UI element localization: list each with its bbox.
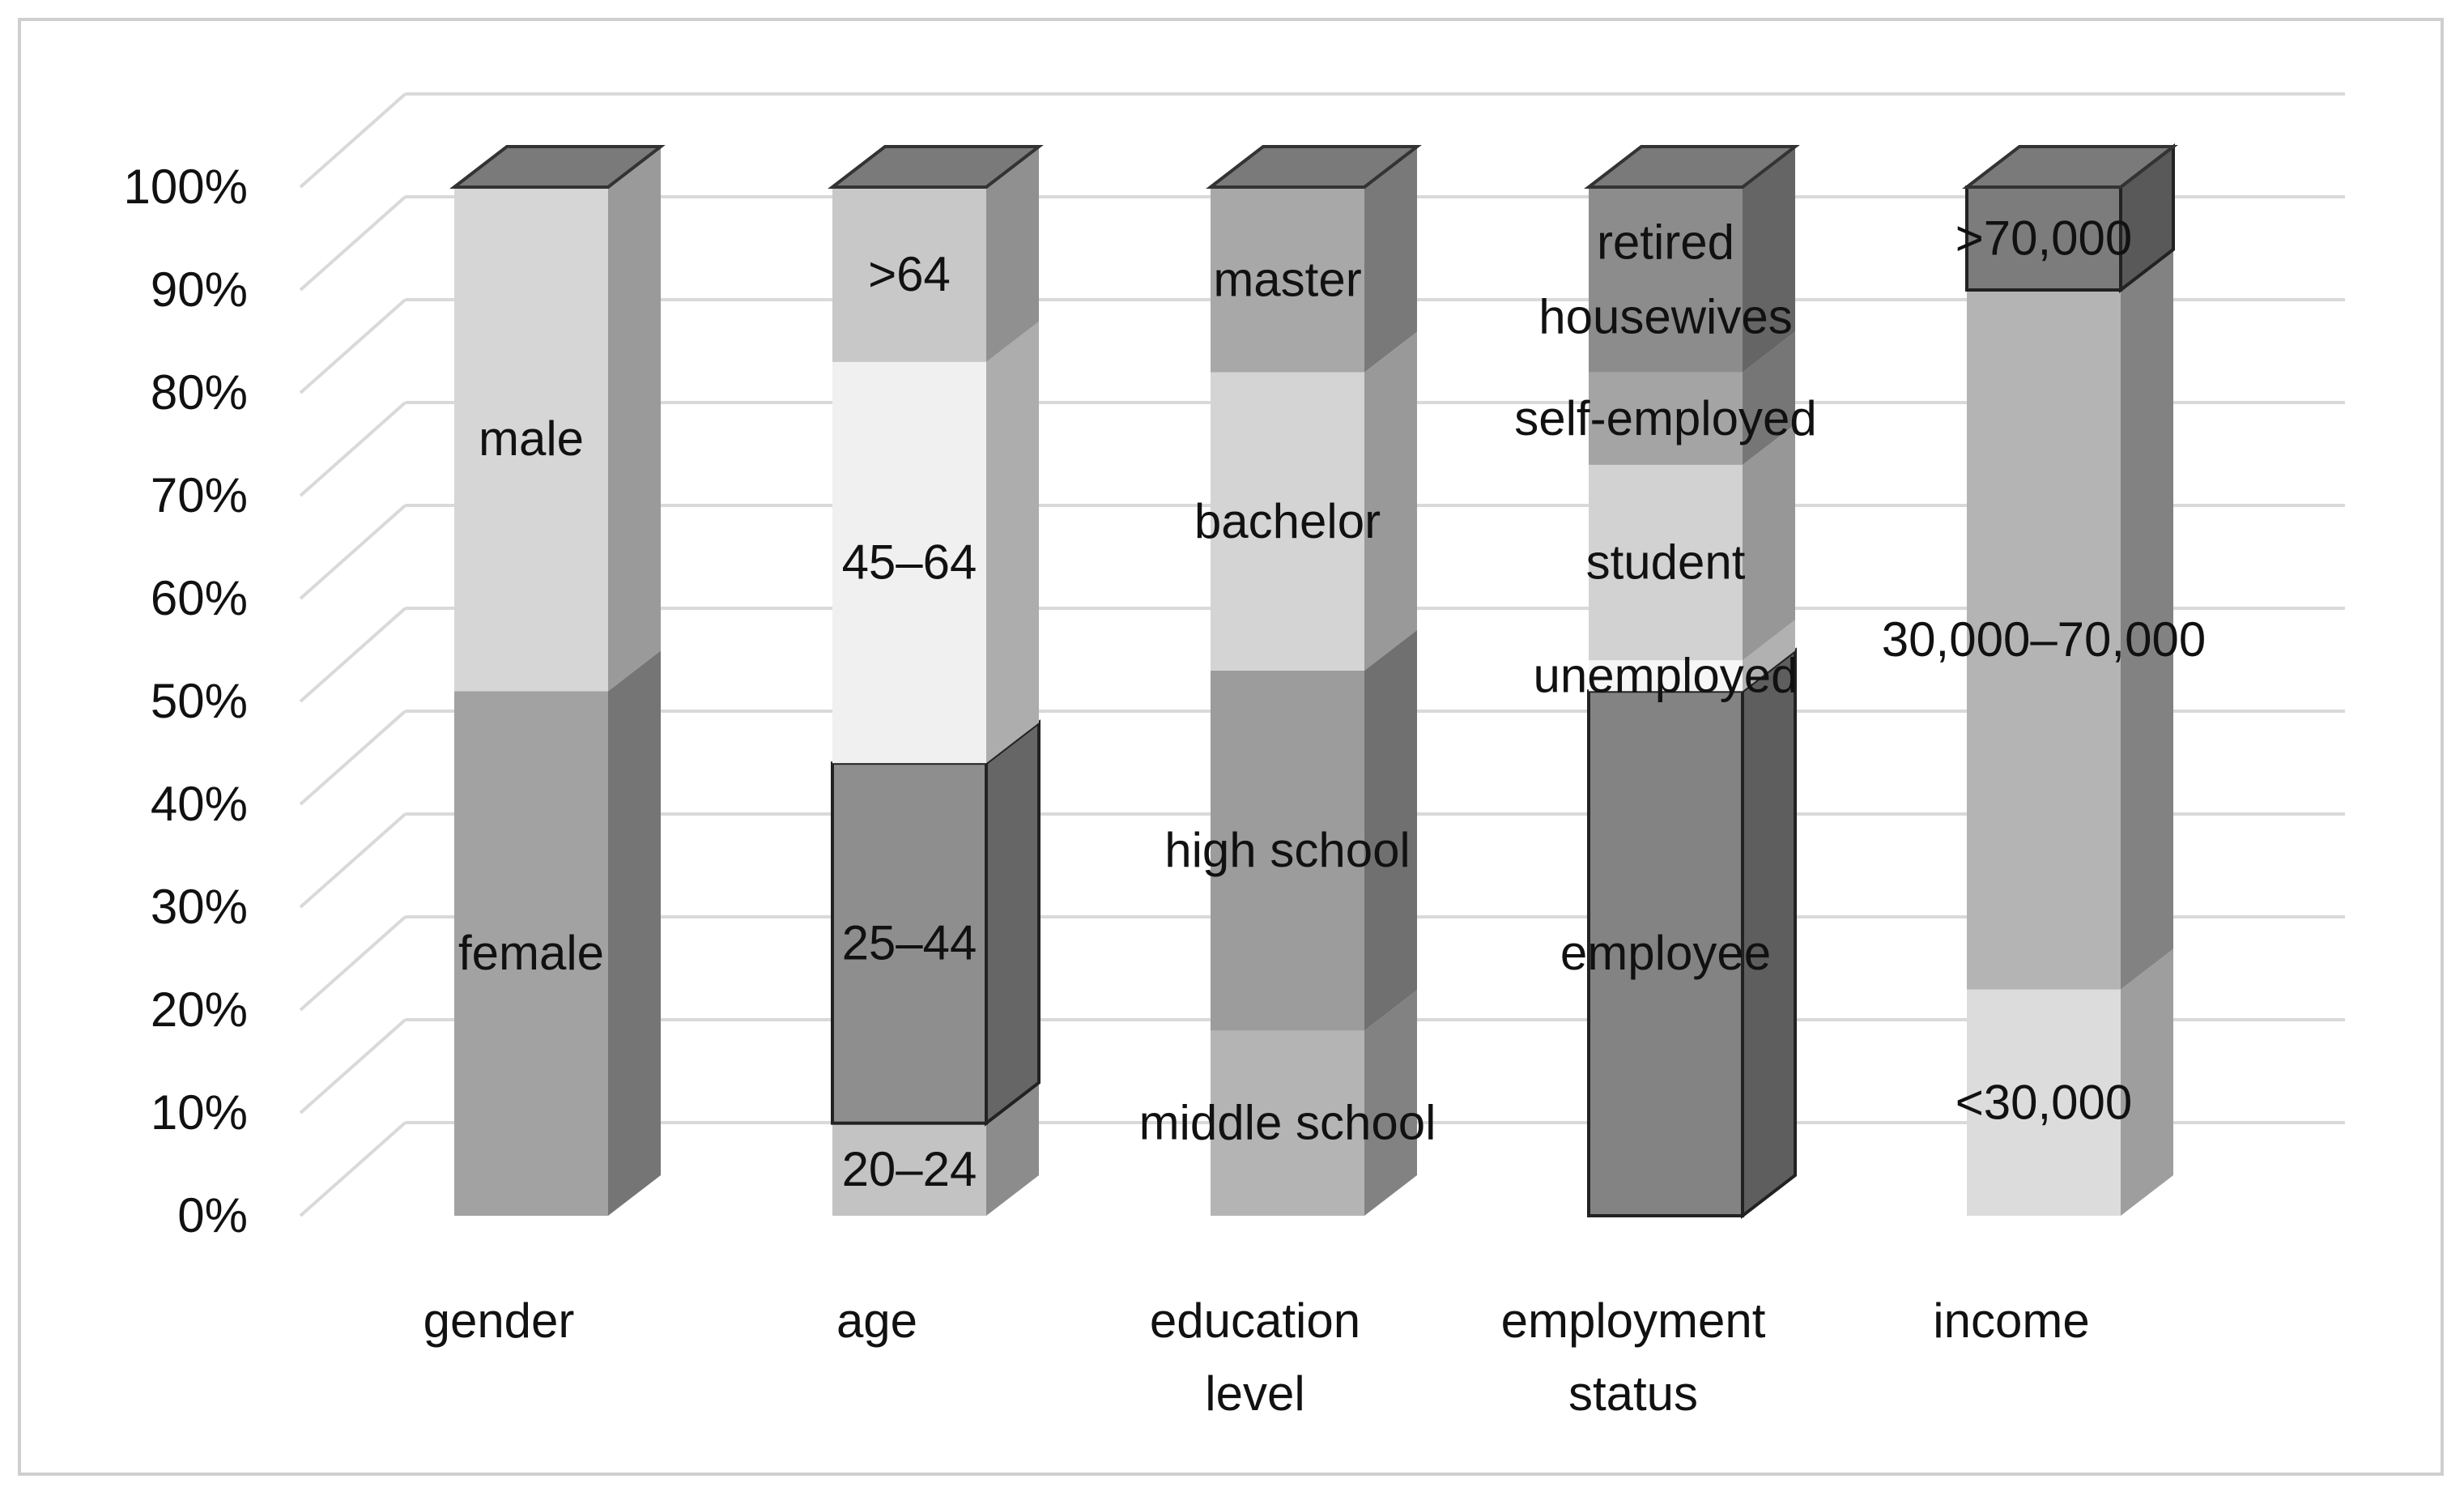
segment-label-income-70-000: >70,000 (1955, 211, 2133, 266)
y-axis-tick-labels: 0% 10% 20% 30% 40% 50% 60% 70% 80% 90% 100% (124, 160, 248, 1242)
y-tick-label-10: 10% (151, 1085, 248, 1140)
segment-label-employment-status-employee: employee (1560, 926, 1771, 980)
y-tick-label-70: 70% (151, 468, 248, 522)
bar-segment-age-45-64 (832, 321, 1039, 764)
segment-label-employment-status-unemployed: unemployed (1534, 648, 1798, 702)
segment-label-employment-status-retired-housewives-1: housewives (1538, 289, 1793, 343)
segment-label-age-64: >64 (868, 247, 951, 301)
bar-segment-gender-male (449, 145, 666, 692)
segment-label-employment-status-self-employed: self-employed (1514, 391, 1817, 445)
category-label-employment-status-0: employment (1501, 1294, 1766, 1348)
segment-label-age-20-24: 20–24 (842, 1142, 977, 1196)
category-label-income: income (1933, 1294, 2089, 1348)
bar-segment-education-level-master (1206, 145, 1422, 373)
bar-segment-age-64 (828, 145, 1044, 362)
y-tick-label-30: 30% (151, 880, 248, 934)
bar-segment-employment-status-retired-housewives (1584, 145, 1800, 373)
bar-segment-employment-status-student (1589, 424, 1795, 661)
category-label-gender: gender (423, 1294, 575, 1348)
gridline-depth-4 (299, 710, 406, 806)
y-tick-label-90: 90% (151, 262, 248, 317)
category-label-education-level-1: level (1205, 1366, 1304, 1421)
y-tick-label-100: 100% (124, 160, 248, 214)
segment-label-income-30-000: <30,000 (1955, 1075, 2133, 1129)
gridline-depth-7 (299, 401, 406, 497)
category-label-age: age (836, 1294, 917, 1348)
gridline-depth-2 (299, 915, 406, 1012)
category-labels: gender age education level employment status i… (423, 1294, 2090, 1421)
bar-income (1962, 143, 2178, 1216)
segment-label-employment-status-retired-housewives-0: retired (1597, 215, 1734, 269)
segment-label-education-level-master: master (1213, 252, 1361, 306)
segment-label-gender-female: female (458, 926, 604, 980)
bar-age (828, 145, 1044, 1216)
bar-segment-income-30-000 (1967, 948, 2173, 1216)
gridline-depth-5 (299, 607, 406, 703)
y-tick-label-40: 40% (151, 777, 248, 831)
bar-segment-education-level-bachelor (1211, 331, 1417, 671)
chart-frame: 0% 10% 20% 30% 40% 50% 60% 70% 80% 90% 100% female… (18, 18, 2444, 1476)
segment-label-education-level-bachelor: bachelor (1194, 494, 1381, 548)
y-tick-label-20: 20% (151, 982, 248, 1037)
y-tick-label-0: 0% (177, 1188, 248, 1242)
gridline-depth-8 (299, 298, 406, 394)
stacked-bar-chart: 0% 10% 20% 30% 40% 50% 60% 70% 80% 90% 100% female… (124, 92, 2345, 1421)
bar-segment-education-level-middle-school (1211, 990, 1417, 1216)
gridline-depth-6 (299, 504, 406, 600)
gridline-depth-0 (299, 1121, 406, 1217)
category-label-employment-status-1: status (1568, 1366, 1698, 1421)
y-tick-label-60: 60% (151, 571, 248, 625)
bars (449, 143, 2178, 1220)
category-label-education-level-0: education (1150, 1294, 1360, 1348)
gridline-depth-1 (299, 1018, 406, 1115)
segment-label-education-level-middle-school: middle school (1139, 1096, 1436, 1150)
segment-label-income-30-000-70-000: 30,000–70,000 (1882, 612, 2206, 667)
bar-segment-employment-status-self-employed (1589, 331, 1795, 465)
bar-segment-employment-status-unemployed (1589, 620, 1795, 692)
segment-label-age-25-44: 25–44 (842, 915, 977, 970)
bar-education-level (1206, 145, 1422, 1216)
segment-label-education-level-high-school: high school (1164, 823, 1411, 877)
bar-segment-education-level-high-school (1211, 629, 1417, 1031)
y-tick-label-50: 50% (151, 674, 248, 728)
gridline-depth-3 (299, 812, 406, 909)
gridline-depth-9 (299, 195, 406, 292)
bar-segment-employment-status-employee (1587, 647, 1797, 1220)
y-tick-label-80: 80% (151, 365, 248, 420)
segment-label-age-45-64: 45–64 (842, 535, 977, 590)
bar-gender (449, 145, 666, 1216)
segment-label-employment-status-student: student (1586, 535, 1746, 590)
segment-labels: female male 20–24 25–44 45–64 >64 middle schoo… (458, 211, 2206, 1196)
bar-segment-income-30-000-70-000 (1967, 249, 2173, 990)
gridline-depth-10 (299, 92, 406, 189)
bar-segment-gender-female (454, 650, 661, 1216)
bar-employment-status (1584, 145, 1800, 1220)
segment-label-gender-male: male (479, 411, 584, 466)
bar-segment-income-70-000 (1962, 143, 2178, 294)
bar-segment-age-20-24 (832, 1082, 1039, 1216)
